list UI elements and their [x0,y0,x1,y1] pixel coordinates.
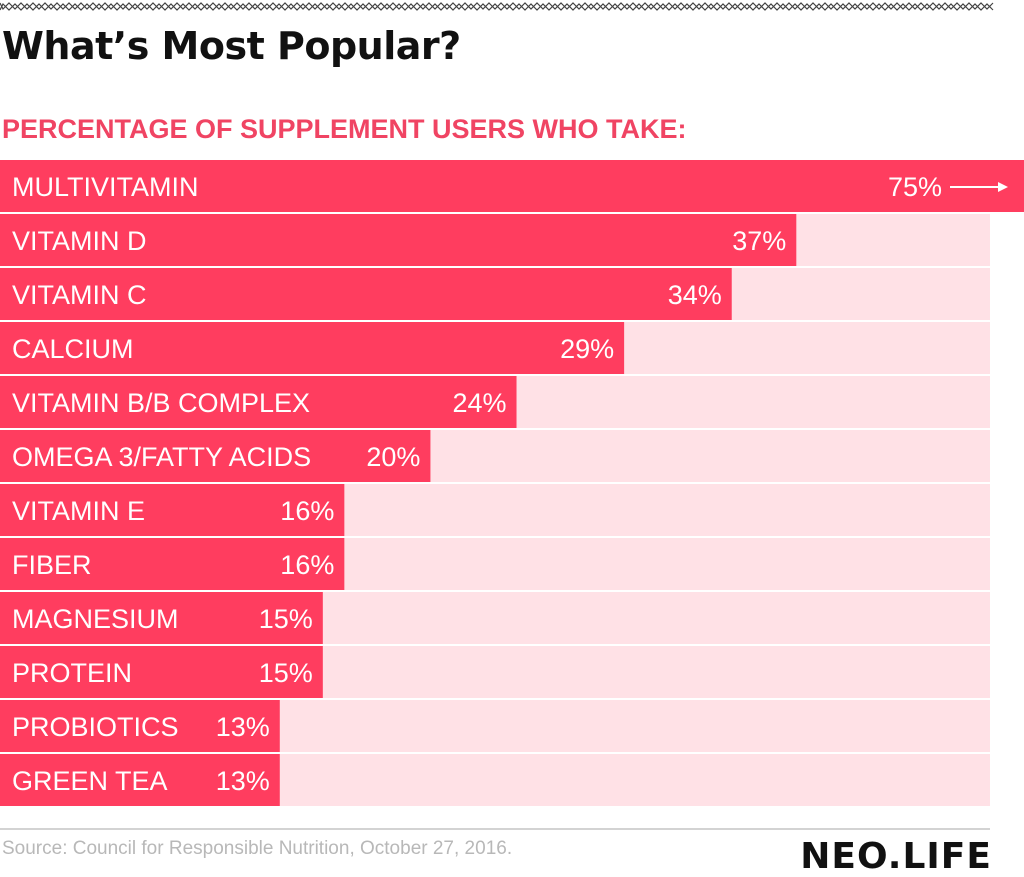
bar-row-green-tea: GREEN TEA 13% [0,754,990,806]
bar-row-vitamin-c: VITAMIN C 34% [0,268,990,320]
bar-green-tea [0,754,280,806]
value-label: 13% [216,766,270,796]
chart-title: What’s Most Popular? [2,24,461,68]
bar-vitamin-e [0,484,345,536]
value-label: 16% [280,550,334,580]
value-label: 24% [452,388,506,418]
bar-row-magnesium: MAGNESIUM 15% [0,592,990,644]
value-label: 16% [280,496,334,526]
value-label: 15% [259,604,313,634]
category-label: MAGNESIUM [12,604,179,634]
value-label: 75% [888,172,942,202]
bar-vitamin-c [0,268,732,320]
bar-calcium [0,322,625,374]
bar-row-vitamin-b-b-complex: VITAMIN B/B COMPLEX 24% [0,376,990,428]
category-label: FIBER [12,550,92,580]
bar-row-protein: PROTEIN 15% [0,646,990,698]
value-label: 20% [366,442,420,472]
neo-life-logo: NEO.LIFE [800,836,992,877]
value-label: 29% [560,334,614,364]
category-label: CALCIUM [12,334,134,364]
bar-magnesium [0,592,323,644]
value-label: 15% [259,658,313,688]
bar-vitamin-b-b-complex [0,376,517,428]
category-label: OMEGA 3/FATTY ACIDS [12,442,311,472]
chart-subtitle: PERCENTAGE OF SUPPLEMENT USERS WHO TAKE: [2,114,687,144]
zigzag-border [0,2,994,11]
bar-row-omega-3-fatty-acids: OMEGA 3/FATTY ACIDS 20% [0,430,990,482]
bar-fiber [0,538,345,590]
bar-probiotics [0,700,280,752]
bar-row-fiber: FIBER 16% [0,538,990,590]
category-label: GREEN TEA [12,766,168,796]
value-label: 37% [732,226,786,256]
category-label: VITAMIN E [12,496,145,526]
category-label: PROBIOTICS [12,712,179,742]
source-note: Source: Council for Responsible Nutritio… [2,838,513,859]
bar-row-vitamin-d: VITAMIN D 37% [0,214,990,266]
category-label: VITAMIN B/B COMPLEX [12,388,310,418]
value-label: 13% [216,712,270,742]
category-label: MULTIVITAMIN [12,172,199,202]
footer-divider [0,828,990,830]
category-label: VITAMIN C [12,280,147,310]
bar-vitamin-d [0,214,797,266]
bar-row-probiotics: PROBIOTICS 13% [0,700,990,752]
value-label: 34% [668,280,722,310]
bar-protein [0,646,323,698]
bar-row-calcium: CALCIUM 29% [0,322,990,374]
category-label: PROTEIN [12,658,132,688]
category-label: VITAMIN D [12,226,147,256]
bar-multivitamin [0,160,1024,212]
bar-chart: MULTIVITAMIN 75% VITAMIN D 37% VITAMIN C 34% C… [0,160,1024,806]
bar-row-multivitamin: MULTIVITAMIN 75% [0,160,1024,212]
bar-omega-3-fatty-acids [0,430,431,482]
bar-row-vitamin-e: VITAMIN E 16% [0,484,990,536]
arrow-right-icon [950,182,1008,192]
